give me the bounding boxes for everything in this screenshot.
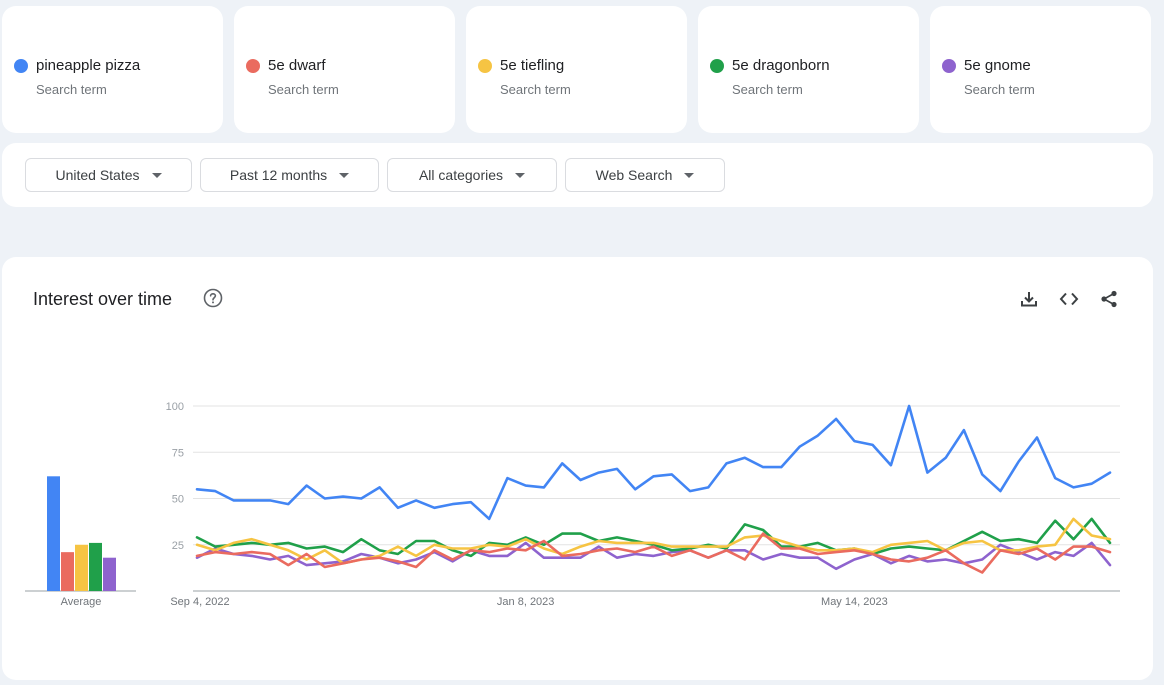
panel-title: Interest over time	[33, 289, 173, 309]
embed-icon[interactable]	[1059, 289, 1079, 309]
term-name: 5e tiefling	[500, 57, 565, 74]
share-icon[interactable]	[1099, 289, 1119, 309]
term-type: Search term	[268, 82, 339, 97]
term-name: 5e dragonborn	[732, 57, 830, 74]
term-type: Search term	[964, 82, 1035, 97]
term-card-3[interactable]: 5e tiefling Search term	[466, 6, 687, 133]
term-card-2[interactable]: 5e dwarf Search term	[234, 6, 455, 133]
help-icon[interactable]	[203, 288, 223, 308]
term-type: Search term	[500, 82, 571, 97]
term-name: pineapple pizza	[36, 57, 141, 74]
region-dropdown[interactable]: United States	[25, 158, 192, 192]
region-label: United States	[55, 167, 140, 183]
series-color-dot	[246, 59, 260, 73]
term-card-1[interactable]: pineapple pizza Search term	[2, 6, 223, 133]
download-icon[interactable]	[1019, 289, 1039, 309]
term-card-5[interactable]: 5e gnome Search term	[930, 6, 1151, 133]
term-card-4[interactable]: 5e dragonborn Search term	[698, 6, 919, 133]
time-range-label: Past 12 months	[229, 167, 328, 183]
category-label: All categories	[418, 167, 504, 183]
series-color-dot	[478, 59, 492, 73]
search-property-dropdown[interactable]: Web Search	[565, 158, 725, 192]
term-type: Search term	[732, 82, 803, 97]
dropdown-caret-icon	[684, 172, 695, 178]
category-dropdown[interactable]: All categories	[387, 158, 557, 192]
term-type: Search term	[36, 82, 107, 97]
dropdown-caret-icon	[151, 172, 162, 178]
series-color-dot	[14, 59, 28, 73]
term-name: 5e gnome	[964, 57, 1031, 74]
search-property-label: Web Search	[595, 167, 673, 183]
term-name: 5e dwarf	[268, 57, 326, 74]
time-range-dropdown[interactable]: Past 12 months	[200, 158, 379, 192]
series-color-dot	[710, 59, 724, 73]
interest-over-time-panel	[2, 257, 1153, 680]
dropdown-caret-icon	[515, 172, 526, 178]
dropdown-caret-icon	[339, 172, 350, 178]
series-color-dot	[942, 59, 956, 73]
